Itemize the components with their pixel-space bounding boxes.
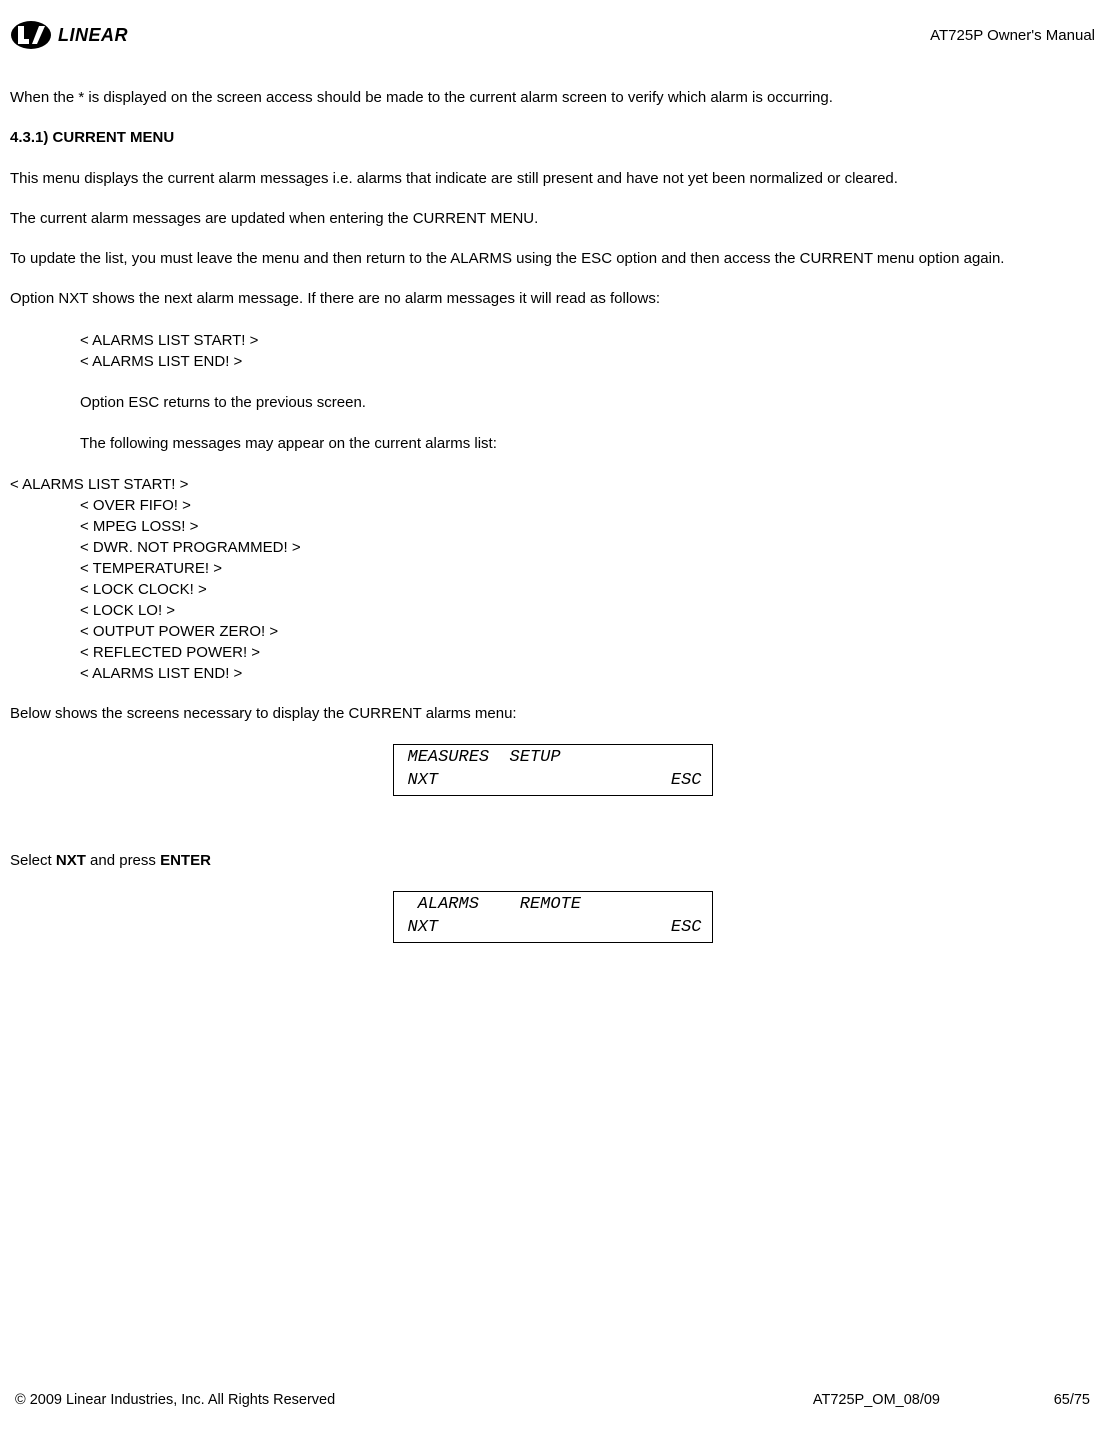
p8-mid: and press bbox=[86, 852, 160, 869]
paragraph-8: Select NXT and press ENTER bbox=[10, 851, 1095, 871]
logo: LINEAR bbox=[10, 20, 128, 50]
lcd-screen-2: ALARMS REMOTE NXT ESC bbox=[393, 891, 713, 943]
paragraph-7: Below shows the screens necessary to dis… bbox=[10, 704, 1095, 724]
alarm-list-block: < ALARMS LIST START! > < OVER FIFO! > < … bbox=[10, 474, 1095, 684]
footer-left: © 2009 Linear Industries, Inc. All Right… bbox=[15, 1392, 335, 1408]
no-alarm-block: < ALARMS LIST START! > < ALARMS LIST END… bbox=[80, 330, 1095, 372]
doc-title: AT725P Owner's Manual bbox=[930, 27, 1095, 44]
logo-mark-icon bbox=[10, 20, 52, 50]
esc-note-block: Option ESC returns to the previous scree… bbox=[80, 392, 1095, 413]
lcd2-row1: ALARMS REMOTE bbox=[408, 894, 581, 917]
alarm-line: < ALARMS LIST END! > bbox=[80, 663, 1095, 684]
lcd-screen-1: MEASURES SETUP NXT ESC bbox=[393, 744, 713, 796]
footer-mid: AT725P_OM_08/09 bbox=[813, 1392, 940, 1408]
paragraph-3: To update the list, you must leave the m… bbox=[10, 249, 1095, 269]
alarm-line: < DWR. NOT PROGRAMMED! > bbox=[80, 537, 1095, 558]
footer-right: 65/75 bbox=[1054, 1392, 1090, 1408]
lcd2-row2-right: ESC bbox=[671, 917, 702, 940]
page-header: LINEAR AT725P Owner's Manual bbox=[10, 20, 1095, 50]
lcd1-row2-left: NXT bbox=[408, 770, 439, 793]
logo-text: LINEAR bbox=[58, 25, 128, 46]
alarm-line: < LOCK CLOCK! > bbox=[80, 579, 1095, 600]
page-footer: © 2009 Linear Industries, Inc. All Right… bbox=[15, 1392, 1090, 1408]
paragraph-2: The current alarm messages are updated w… bbox=[10, 209, 1095, 229]
paragraph-4: Option NXT shows the next alarm message.… bbox=[10, 289, 1095, 309]
section-heading: 4.3.1) CURRENT MENU bbox=[10, 128, 1095, 148]
alarm-line: < MPEG LOSS! > bbox=[80, 516, 1095, 537]
lcd1-row2-right: ESC bbox=[671, 770, 702, 793]
lcd1-row1: MEASURES SETUP bbox=[408, 747, 561, 770]
following-block: The following messages may appear on the… bbox=[80, 433, 1095, 454]
p8-bold-nxt: NXT bbox=[56, 852, 86, 869]
alarm-list-start: < ALARMS LIST START! > bbox=[10, 474, 1095, 495]
alarm-line: < REFLECTED POWER! > bbox=[80, 642, 1095, 663]
alarm-line: < TEMPERATURE! > bbox=[80, 558, 1095, 579]
alarm-line: < OVER FIFO! > bbox=[80, 495, 1095, 516]
paragraph-1: This menu displays the current alarm mes… bbox=[10, 169, 1095, 189]
no-alarm-line: < ALARMS LIST END! > bbox=[80, 351, 1095, 372]
alarm-line: < LOCK LO! > bbox=[80, 600, 1095, 621]
paragraph-6: The following messages may appear on the… bbox=[80, 433, 1095, 454]
alarm-line: < OUTPUT POWER ZERO! > bbox=[80, 621, 1095, 642]
p8-prefix: Select bbox=[10, 852, 56, 869]
intro-paragraph: When the * is displayed on the screen ac… bbox=[10, 88, 1095, 108]
no-alarm-line: < ALARMS LIST START! > bbox=[80, 330, 1095, 351]
lcd2-row2-left: NXT bbox=[408, 917, 439, 940]
paragraph-5: Option ESC returns to the previous scree… bbox=[80, 392, 1095, 413]
p8-bold-enter: ENTER bbox=[160, 852, 211, 869]
